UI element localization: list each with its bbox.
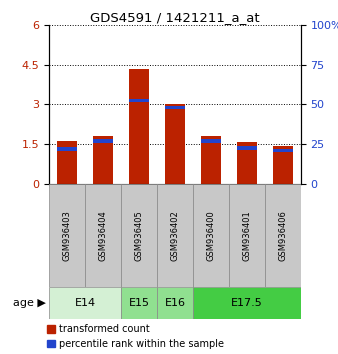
Text: E16: E16 (164, 298, 186, 308)
Text: age ▶: age ▶ (13, 298, 46, 308)
Bar (237, 147, 257, 150)
Text: E14: E14 (74, 298, 96, 308)
Bar (193, 184, 229, 287)
Bar (273, 149, 293, 153)
Bar (85, 184, 121, 287)
Bar (201, 139, 221, 143)
Bar (165, 104, 185, 184)
Bar (129, 69, 149, 184)
Bar (49, 184, 85, 287)
Legend: transformed count, percentile rank within the sample: transformed count, percentile rank withi… (47, 324, 224, 349)
Bar (237, 142, 257, 184)
Text: E17.5: E17.5 (231, 298, 263, 308)
Bar (201, 136, 221, 184)
Bar (157, 287, 193, 319)
Text: GSM936405: GSM936405 (135, 210, 143, 261)
Bar (121, 184, 157, 287)
Text: GSM936406: GSM936406 (278, 210, 287, 261)
Bar (229, 184, 265, 287)
Bar (49, 287, 121, 319)
Text: GSM936400: GSM936400 (207, 210, 215, 261)
Bar (121, 287, 157, 319)
Bar (165, 106, 185, 109)
Bar (129, 98, 149, 102)
Text: GSM936402: GSM936402 (170, 210, 179, 261)
Bar (57, 147, 77, 151)
Text: E15: E15 (128, 298, 149, 308)
Bar (265, 184, 301, 287)
Text: GSM936403: GSM936403 (63, 210, 72, 261)
Bar (57, 141, 77, 184)
Bar (157, 184, 193, 287)
Bar (193, 287, 301, 319)
Bar (93, 136, 113, 184)
Text: GSM936401: GSM936401 (242, 210, 251, 261)
Bar (273, 147, 293, 184)
Bar (93, 139, 113, 143)
Title: GDS4591 / 1421211_a_at: GDS4591 / 1421211_a_at (90, 11, 260, 24)
Text: GSM936404: GSM936404 (98, 210, 107, 261)
